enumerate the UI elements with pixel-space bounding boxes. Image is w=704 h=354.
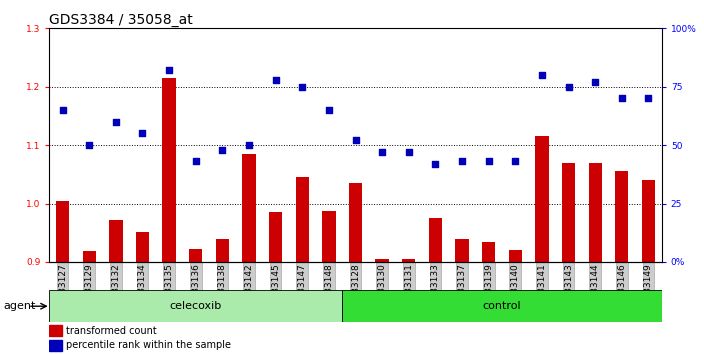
Bar bbox=[375, 259, 389, 262]
Point bbox=[137, 131, 148, 136]
Point bbox=[244, 142, 255, 148]
Bar bbox=[642, 180, 655, 262]
Text: transformed count: transformed count bbox=[66, 326, 157, 336]
Point bbox=[483, 159, 494, 164]
Bar bbox=[615, 171, 629, 262]
Bar bbox=[109, 220, 122, 262]
Point bbox=[643, 96, 654, 101]
Point bbox=[350, 138, 361, 143]
Point bbox=[510, 159, 521, 164]
Bar bbox=[402, 259, 415, 262]
Bar bbox=[82, 251, 96, 262]
Point bbox=[190, 159, 201, 164]
Bar bbox=[349, 183, 362, 262]
Point bbox=[616, 96, 627, 101]
Bar bbox=[296, 177, 309, 262]
Point bbox=[377, 149, 388, 155]
Point bbox=[111, 119, 122, 125]
Bar bbox=[56, 201, 69, 262]
Bar bbox=[589, 163, 602, 262]
Bar bbox=[322, 211, 336, 262]
Bar bbox=[49, 340, 62, 351]
Point bbox=[456, 159, 467, 164]
Bar bbox=[189, 249, 203, 262]
Text: GDS3384 / 35058_at: GDS3384 / 35058_at bbox=[49, 13, 193, 27]
Bar bbox=[49, 325, 62, 336]
Point bbox=[270, 77, 282, 82]
Text: control: control bbox=[483, 301, 521, 311]
Bar bbox=[269, 212, 282, 262]
Point bbox=[403, 149, 415, 155]
Point bbox=[536, 72, 548, 78]
Bar bbox=[342, 290, 662, 322]
Point bbox=[563, 84, 574, 90]
Bar bbox=[455, 239, 469, 262]
Point bbox=[57, 107, 68, 113]
Bar bbox=[562, 163, 575, 262]
Bar bbox=[482, 241, 496, 262]
Bar bbox=[508, 250, 522, 262]
Point bbox=[163, 68, 175, 73]
Point bbox=[296, 84, 308, 90]
Bar bbox=[535, 136, 548, 262]
Point bbox=[323, 107, 334, 113]
Point bbox=[84, 142, 95, 148]
Point bbox=[589, 79, 601, 85]
Bar bbox=[49, 290, 342, 322]
Point bbox=[217, 147, 228, 153]
Bar bbox=[242, 154, 256, 262]
Bar bbox=[215, 239, 229, 262]
Bar bbox=[429, 218, 442, 262]
Bar bbox=[163, 78, 176, 262]
Text: celecoxib: celecoxib bbox=[170, 301, 222, 311]
Text: percentile rank within the sample: percentile rank within the sample bbox=[66, 341, 231, 350]
Text: agent: agent bbox=[4, 301, 36, 311]
Bar bbox=[136, 232, 149, 262]
Point bbox=[429, 161, 441, 167]
